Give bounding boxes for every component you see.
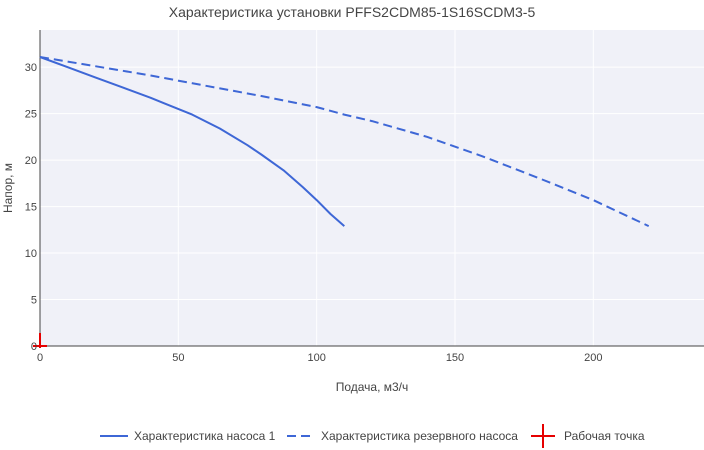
y-tick-label: 25 <box>25 109 37 121</box>
series-layer <box>33 56 650 348</box>
grid-layer <box>39 30 704 347</box>
plot-background <box>40 30 704 346</box>
x-tick-label: 50 <box>172 352 184 364</box>
x-tick-label: 0 <box>37 352 43 364</box>
legend-label-series-2: Характеристика резервного насоса <box>321 429 518 443</box>
legend: Характеристика насоса 1 Характеристика ре… <box>100 424 645 448</box>
y-tick-label: 20 <box>25 155 37 167</box>
series-line-2 <box>39 56 650 228</box>
legend-label-operating-point: Рабочая точка <box>564 429 645 443</box>
tick-layer: 0 50 100 150 200 0 5 10 15 20 25 30 <box>25 62 603 364</box>
chart-title: Характеристика установки PFFS2CDM85-1S16… <box>169 4 536 20</box>
y-axis-title: Напор, м <box>1 163 15 213</box>
legend-label-series-1: Характеристика насоса 1 <box>134 429 276 443</box>
y-tick-label: 5 <box>31 295 37 307</box>
x-tick-label: 150 <box>446 352 464 364</box>
series-line-1 <box>39 56 345 227</box>
x-axis-title: Подача, м3/ч <box>336 380 409 394</box>
y-tick-label: 15 <box>25 202 37 214</box>
y-tick-label: 30 <box>25 62 37 74</box>
x-tick-label: 200 <box>584 352 602 364</box>
y-tick-label: 0 <box>31 341 37 353</box>
y-tick-label: 10 <box>25 248 37 260</box>
x-tick-label: 100 <box>307 352 325 364</box>
